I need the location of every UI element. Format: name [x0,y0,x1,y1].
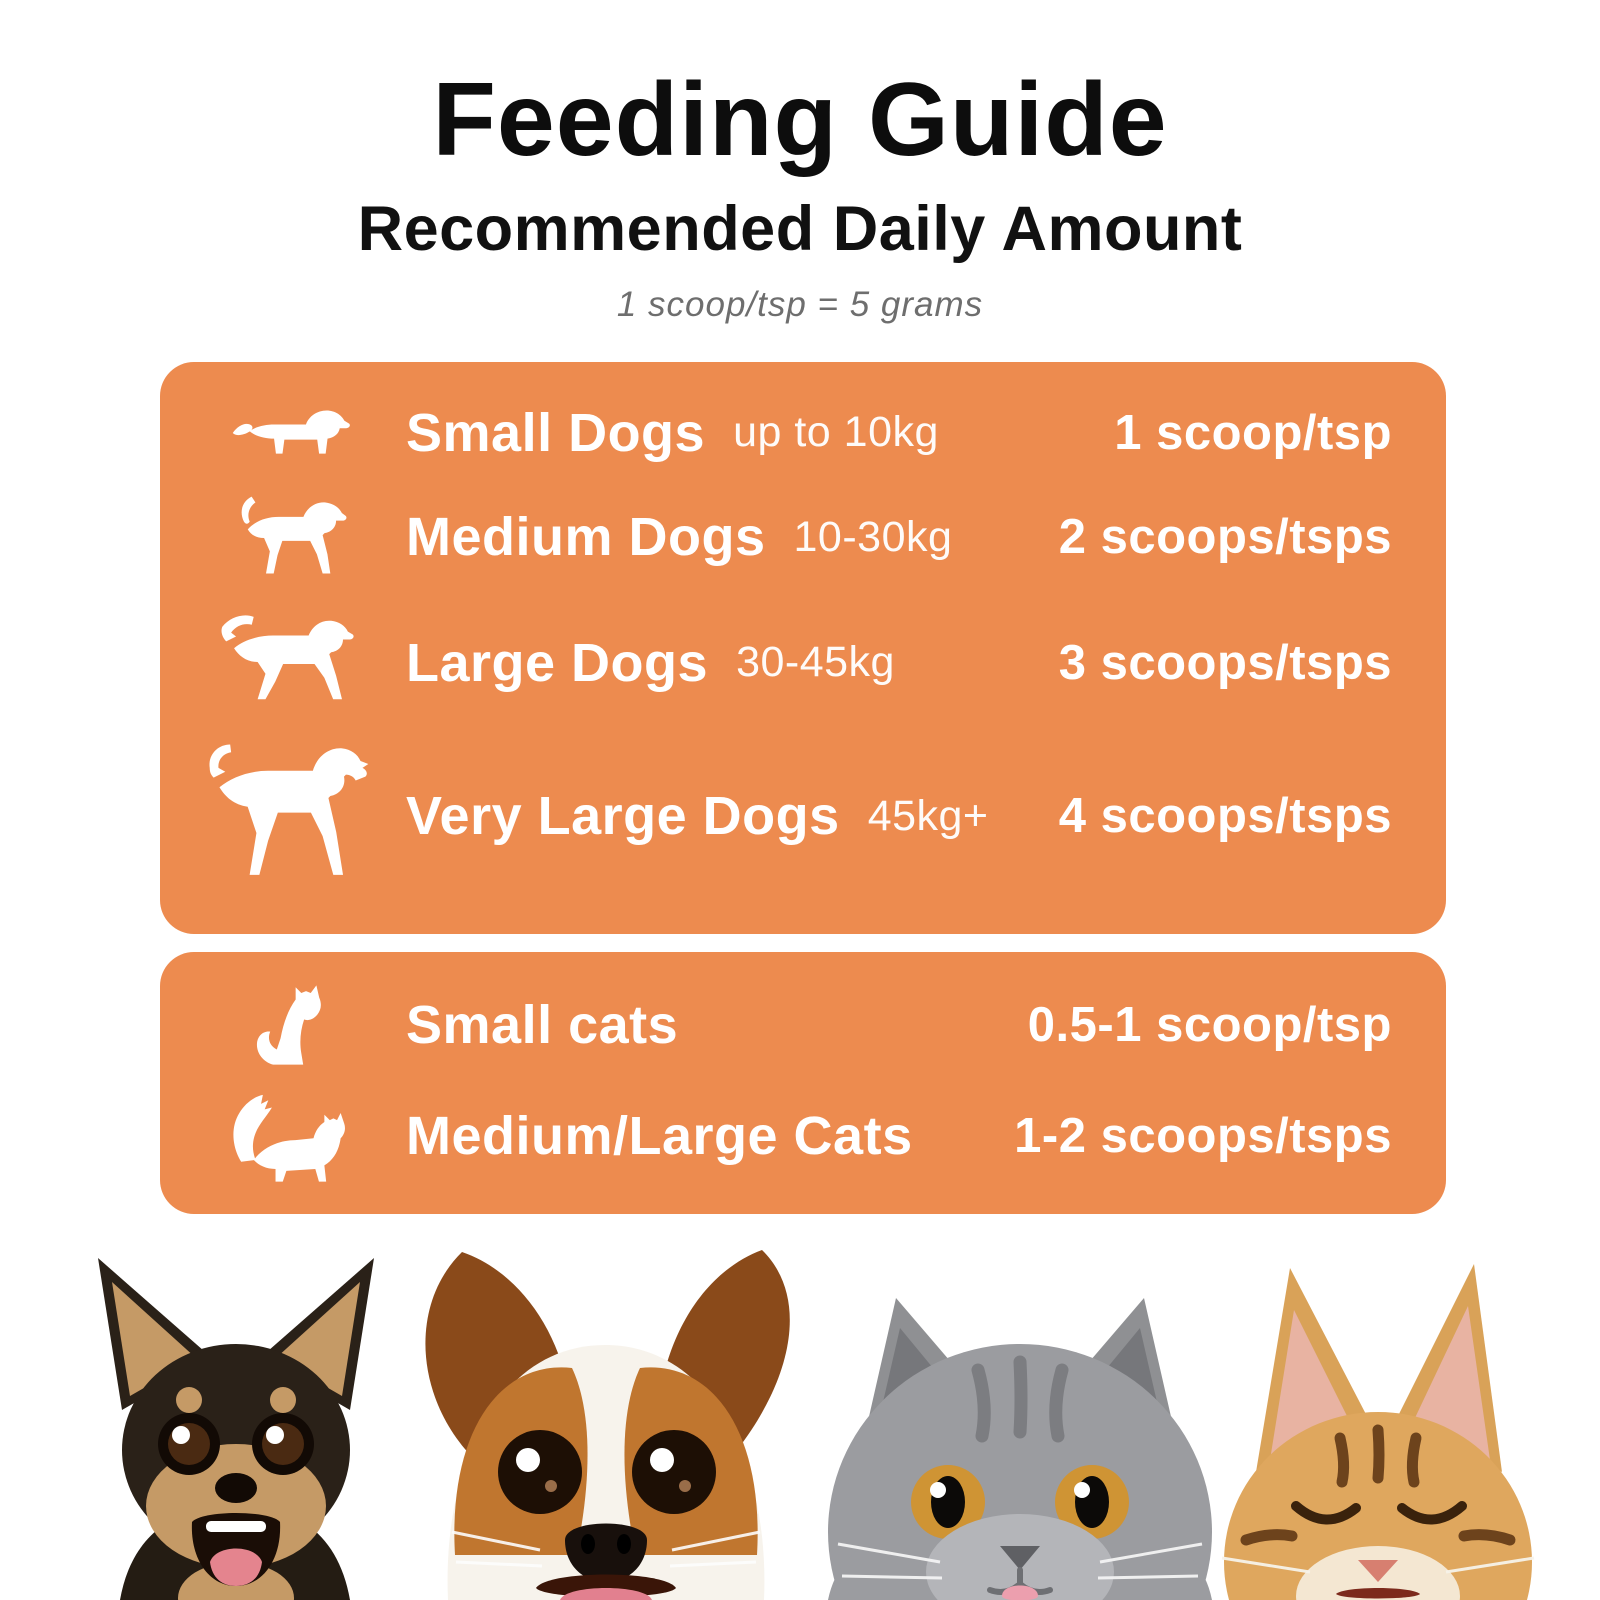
row-weight: up to 10kg [733,408,939,457]
row-amount: 1-2 scoops/tsps [1014,1109,1392,1163]
feeding-row-small-dogs: Small Dogs up to 10kg 1 scoop/tsp [200,402,1392,464]
grey-cat-photo [828,1298,1212,1600]
row-label: Large Dogs [406,632,709,693]
jack-russell-photo [425,1250,790,1600]
chihuahua-photo [98,1258,374,1600]
row-amount: 4 scoops/tsps [1058,789,1392,844]
row-amount: 0.5-1 scoop/tsp [1027,998,1392,1052]
dog-feeding-panel: Small Dogs up to 10kg 1 scoop/tsp Medium… [160,362,1446,934]
row-amount: 3 scoops/tsps [1058,635,1392,690]
row-weight: 45kg+ [867,791,989,840]
very-large-dog-icon [200,740,380,892]
row-label: Medium Dogs [406,507,766,568]
feeding-row-large-dogs: Large Dogs 30-45kg 3 scoops/tsps [200,611,1392,715]
row-label: Small cats [406,995,679,1055]
small-cat-icon [200,976,380,1074]
row-amount: 1 scoop/tsp [1114,405,1392,460]
feeding-row-medium-dogs: Medium Dogs 10-30kg 2 scoops/tsps [200,489,1392,585]
scoop-note: 1 scoop/tsp = 5 grams [616,285,984,325]
row-label: Small Dogs [406,402,706,463]
feeding-row-very-large-dogs: Very Large Dogs 45kg+ 4 scoops/tsps [200,740,1392,892]
bengal-cat-photo [1221,1264,1535,1600]
row-weight: 30-45kg [736,638,895,687]
row-label: Very Large Dogs [406,786,840,847]
page-title: Feeding Guide [432,62,1168,178]
header: Feeding Guide Recommended Daily Amount 1… [0,0,1600,325]
row-amount: 2 scoops/tsps [1058,510,1392,565]
cat-feeding-panel: Small cats 0.5-1 scoop/tsp Medium/Large … [160,952,1446,1214]
pets-photo-band [0,1210,1600,1600]
page-subtitle: Recommended Daily Amount [357,194,1243,265]
feeding-row-small-cats: Small cats 0.5-1 scoop/tsp [200,976,1392,1074]
dachshund-icon [200,404,380,462]
large-dog-icon [200,611,380,715]
medium-dog-icon [200,489,380,585]
large-cat-icon [200,1084,380,1188]
row-label: Medium/Large Cats [406,1106,913,1166]
feeding-row-medium-large-cats: Medium/Large Cats 1-2 scoops/tsps [200,1084,1392,1188]
row-weight: 10-30kg [793,512,953,561]
